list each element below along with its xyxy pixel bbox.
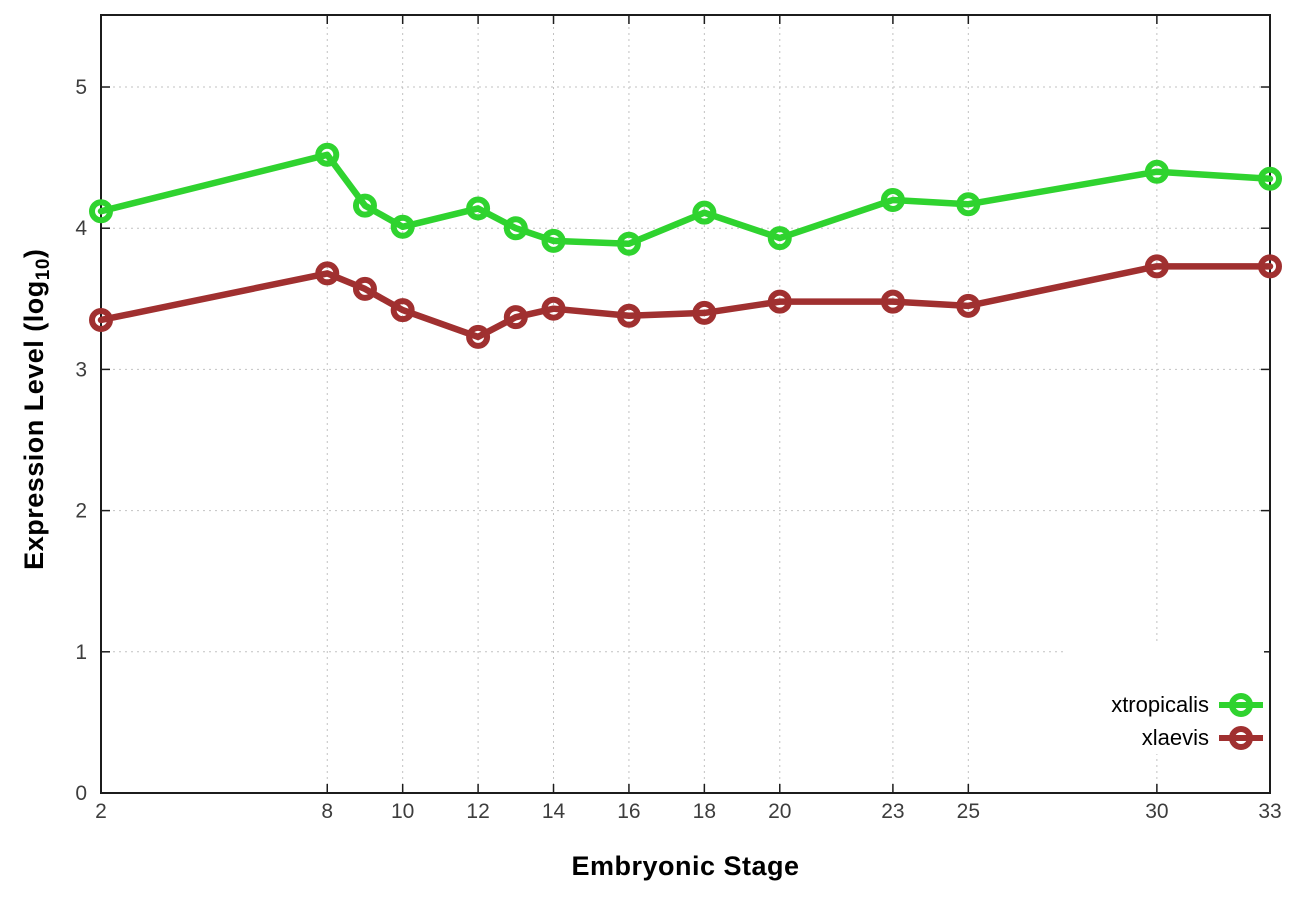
data-point-xlaevis [956,293,981,318]
x-tick-label: 33 [1258,800,1281,823]
data-point-xtropicalis [390,214,415,239]
data-point-xtropicalis [503,216,528,241]
series-line-xtropicalis [97,151,1274,247]
x-tick-label: 14 [542,800,566,823]
data-point-xlaevis [692,300,717,325]
legend: xtropicalis xlaevis [1064,642,1264,754]
legend-marker-xlaevis-icon [1219,725,1263,750]
data-point-xtropicalis [315,142,340,167]
data-point-xtropicalis [767,226,792,251]
series-line-xlaevis [97,263,1274,341]
data-point-xtropicalis [1258,166,1282,191]
data-point-xlaevis [1258,254,1282,279]
data-point-xtropicalis [956,192,981,217]
x-tick-label: 20 [768,800,791,823]
data-point-xlaevis [503,305,528,330]
y-axis-title-text: Expression Level (log [18,280,49,570]
data-point-xlaevis [541,296,566,321]
y-tick-label: 3 [75,358,87,381]
data-point-xtropicalis [616,231,641,256]
data-point-xlaevis [315,261,340,286]
y-tick-label: 1 [75,641,87,664]
y-tick-label: 5 [75,76,87,99]
x-tick-label: 18 [693,800,716,823]
x-axis-title: Embryonic Stage [571,851,800,881]
x-tick-label: 25 [957,800,980,823]
data-point-xtropicalis [1144,159,1169,184]
x-tick-label: 23 [881,800,904,823]
data-point-xtropicalis [692,200,717,225]
plot-border [100,14,1271,794]
legend-label-xlaevis: xlaevis [1141,724,1209,750]
x-tick-label: 10 [391,800,414,823]
y-tick-label: 0 [75,782,87,805]
y-axis-title-suffix: ) [18,248,49,259]
legend-item-xtropicalis: xtropicalis [1111,688,1264,721]
y-tick-label: 4 [75,217,87,240]
x-tick-label: 30 [1145,800,1168,823]
x-tick-label: 8 [321,800,333,823]
y-tick-label: 2 [75,500,87,523]
y-axis-title-subscript: 10 [33,258,55,281]
legend-label-xtropicalis: xtropicalis [1111,691,1209,717]
data-point-xtropicalis [352,193,377,218]
x-tick-label: 12 [466,800,489,823]
data-point-xlaevis [466,324,491,349]
y-axis-title: Expression Level (log10) [19,109,55,709]
data-point-xtropicalis [89,199,113,224]
legend-marker-xtropicalis-icon [1219,692,1263,717]
data-point-xlaevis [390,298,415,323]
x-tick-label: 2 [95,800,107,823]
data-point-xlaevis [352,276,377,301]
data-point-xlaevis [616,303,641,328]
legend-item-xlaevis: xlaevis [1142,721,1264,754]
data-point-xtropicalis [466,196,491,221]
data-point-xlaevis [767,289,792,314]
data-point-xlaevis [89,307,113,332]
data-point-xtropicalis [541,228,566,253]
x-tick-label: 16 [617,800,640,823]
data-point-xlaevis [1144,254,1169,279]
data-point-xtropicalis [880,187,905,212]
data-point-xlaevis [880,289,905,314]
